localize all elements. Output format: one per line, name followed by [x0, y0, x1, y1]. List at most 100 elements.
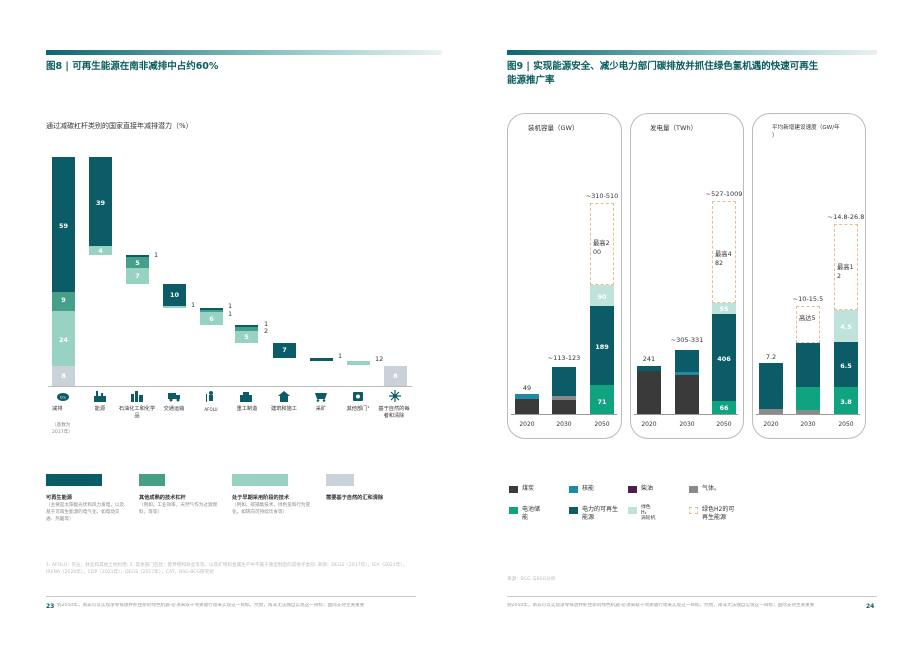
legend-title-renewable: 可再生能源	[46, 495, 72, 501]
p2-baseline	[634, 414, 738, 415]
figure8-title: 图8 | 可再生能源在南非减排中占约60%	[46, 61, 219, 72]
bar-transport-10	[163, 284, 186, 306]
label-1f: 1	[338, 352, 343, 360]
panel1-title: 装机容量（GW）	[528, 124, 579, 132]
p3-2020-renew	[759, 363, 783, 409]
legend-title-mature: 其他成熟的技术杠杆	[139, 495, 186, 501]
label-39: 39	[95, 199, 106, 207]
legend-diesel-swatch	[628, 486, 637, 493]
bar-heavy-2	[235, 327, 258, 331]
legend-nuclear-swatch	[569, 486, 578, 493]
legend-battery-swatch	[509, 507, 518, 514]
bar-nature-8b	[384, 366, 407, 386]
page-number-right: 24	[866, 603, 875, 610]
p3-2030-mid-label: 高达5	[799, 315, 816, 322]
p3-2050-renew-label: 6.5	[840, 362, 852, 370]
panel2-title: 发电量（TWh）	[650, 124, 698, 132]
label-8b: 8	[393, 372, 398, 380]
bar-petro-7	[126, 268, 149, 284]
legend-gas-swatch	[689, 486, 698, 493]
p2-2030-coal	[675, 375, 699, 414]
refinery-icon	[131, 391, 143, 402]
p1-2050-h2renew	[590, 285, 614, 306]
bar-nature-8	[52, 366, 75, 386]
p3-2050-total: ~14.8-26.8	[827, 213, 865, 221]
bar-mature-9	[52, 292, 75, 311]
factory-icon	[94, 391, 106, 402]
label-4: 4	[98, 247, 103, 255]
page-number-left: 23	[46, 603, 55, 610]
label-1c: 1	[228, 302, 233, 310]
p3-x-2030: 2030	[800, 421, 816, 428]
left-footer-rule	[46, 596, 416, 597]
label-12: 12	[375, 355, 384, 363]
p3-2030-coal	[796, 410, 820, 414]
p3-2050-battery-label: 3.8	[840, 398, 852, 406]
p2-2030-renew	[675, 350, 699, 372]
legend-title-early: 处于早期采用阶段的技术	[232, 495, 290, 501]
bar-petro-5	[126, 257, 149, 268]
bar-early-24	[52, 311, 75, 366]
legend-swatch-renewable	[46, 474, 102, 486]
legend-renewable-power-swatch	[569, 507, 578, 514]
panel3-title: 平均新增建设速度（GW/年 ）	[772, 125, 840, 139]
figure9-title-line1: 图9 | 实现能源安全、减少电力部门碳排放并抓住绿色氢机遇的快速可再生	[507, 61, 819, 72]
p3-2020-total: 7.2	[765, 353, 777, 361]
p3-2030-battery	[796, 387, 820, 410]
category-label-6: 建筑和施工	[271, 406, 297, 412]
legend-title-nature: 需要基于自然的汇和清除	[326, 495, 384, 501]
p2-2050-battery-label: 66	[719, 404, 729, 412]
label-7: 7	[135, 272, 140, 280]
legend-nuclear-label: 核能	[582, 485, 595, 492]
label-2: 2	[264, 327, 269, 335]
panel-installed-capacity	[507, 113, 622, 439]
p2-2050-renew	[712, 314, 736, 401]
baseline-note: （基数为2017年）	[52, 423, 73, 435]
bar-buildings-7	[273, 343, 296, 358]
bar-afolu-1b	[200, 310, 223, 312]
legend-coal-swatch	[509, 486, 518, 493]
bar-renewable-59	[52, 157, 75, 292]
p1-x-2030: 2030	[556, 421, 572, 428]
p1-x-2020: 2020	[519, 421, 535, 428]
chart-baseline	[48, 386, 412, 387]
bar-energy-39	[89, 157, 112, 246]
bar-afolu-1a	[200, 308, 223, 310]
co2-cloud-icon: CO₂	[57, 393, 69, 401]
legend-desc-early: （例如，碳捕集技术，绿色氢和行为变化，如转向可持续饮食等）	[232, 503, 311, 515]
p1-2030-total: ~113-123	[547, 354, 581, 362]
category-label-5: 重工制造	[236, 406, 258, 412]
legend-swatch-nature	[326, 474, 354, 486]
label-59: 59	[58, 222, 69, 230]
truck-icon	[168, 393, 180, 402]
label-1a: 1	[154, 251, 159, 259]
label-1b: 1	[191, 301, 196, 309]
panel-build-rate	[752, 113, 866, 439]
right-footer-rule	[507, 596, 877, 597]
heavy-industry-icon	[240, 392, 252, 402]
nature-icon	[389, 390, 401, 402]
farmer-icon	[206, 391, 213, 402]
legend-desc-mature: （例如，工业效率，天然气作为过渡燃料，等等）	[139, 503, 218, 515]
p1-2050-battery	[590, 385, 614, 414]
footnote: 1. AFOLU：农业、林业和其他土地利用; 2. 其余部门包括：废弃物和商业等…	[46, 563, 408, 575]
p1-2050-max-label: 最高2 00	[593, 240, 610, 256]
p2-2050-battery	[712, 401, 736, 414]
figure9-title-line2: 能源推广率	[507, 75, 555, 86]
p2-2050-upper-range	[712, 201, 736, 303]
legend-gas-label: 气体。	[702, 485, 721, 492]
legend-swatch-mature	[139, 474, 165, 486]
bar-transport-1	[163, 306, 186, 308]
category-label-8: 其他部门¹	[346, 406, 370, 412]
p1-2020-renew	[515, 394, 539, 399]
category-label-9: 基于自然的每者和清除	[378, 406, 410, 419]
label-24: 24	[58, 336, 69, 344]
p1-2030-coal	[552, 400, 576, 414]
category-label-7: 采矿	[315, 406, 327, 412]
p3-baseline	[756, 414, 860, 415]
p1-baseline	[511, 414, 617, 415]
mining-cart-icon	[315, 393, 327, 402]
p2-2030-nuclear	[675, 372, 699, 375]
label-8a: 8	[61, 372, 66, 380]
p2-2050-renew-label: 406	[717, 355, 731, 363]
